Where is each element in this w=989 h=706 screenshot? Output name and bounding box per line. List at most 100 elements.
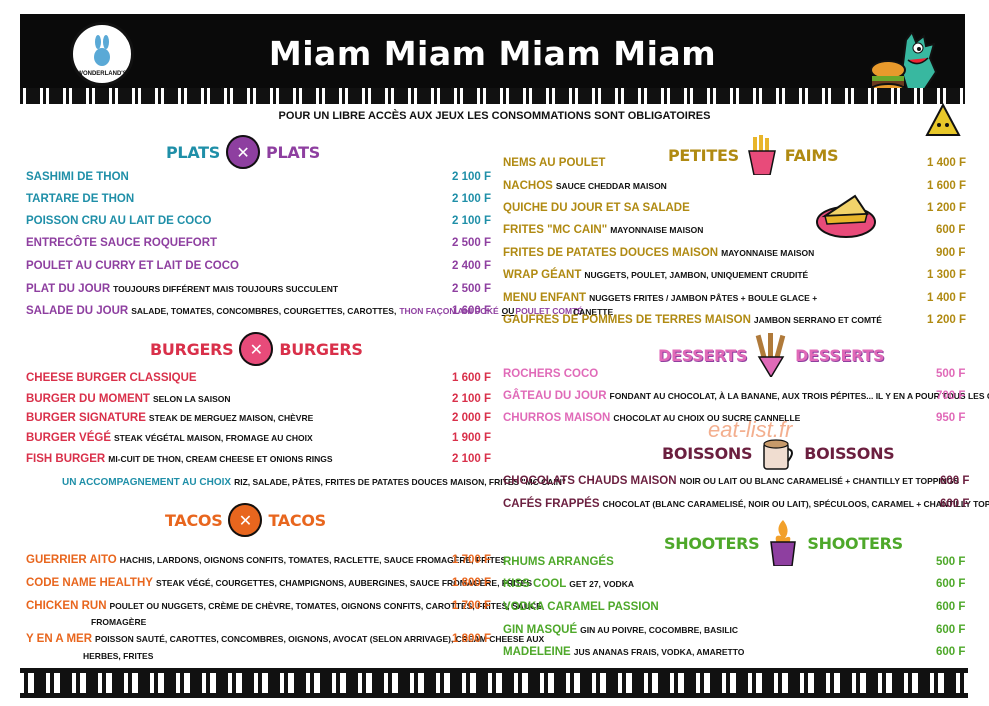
item-desc: POULET OU NUGGETS, CRÈME DE CHÈVRE, TOMA… bbox=[109, 601, 542, 611]
item-desc: STEAK VÉGÉTAL MAISON, FROMAGE AU CHOIX bbox=[114, 433, 313, 443]
item-name: FRITES "MC CAIN" bbox=[503, 224, 608, 236]
section-title-left: TACOS bbox=[165, 510, 223, 530]
list-item: QUICHE DU JOUR ET SA SALADE 1 200 F bbox=[503, 202, 966, 214]
item-name: PLAT DU JOUR bbox=[26, 283, 111, 295]
item-name: MENU ENFANT bbox=[503, 292, 587, 304]
item-desc: STEAK VÉGÉ, COURGETTES, CHAMPIGNONS, AUB… bbox=[155, 578, 533, 588]
item-price: 1 800 F bbox=[452, 633, 491, 645]
list-item: GIN MASQUÉ GIN AU POIVRE, COCOMBRE, BASIL… bbox=[503, 624, 965, 636]
item-price: 1 600 F bbox=[452, 305, 491, 317]
item-price: 500 F bbox=[936, 556, 966, 568]
section-tacos-header: TACOS ✕ TACOS bbox=[165, 503, 326, 537]
section-title-left: DESSERTS bbox=[658, 345, 748, 365]
list-item-cont: HERBES, FRITES bbox=[80, 650, 153, 662]
list-item: FISH BURGER MI-CUIT DE THON, CREAM CHEESE… bbox=[26, 453, 491, 465]
item-price: 600 F bbox=[940, 475, 970, 487]
list-item: GÂTEAU DU JOUR FONDANT AU CHOCOLAT, À LA … bbox=[503, 390, 989, 402]
logo-text: WONDERLAND'S bbox=[77, 71, 127, 77]
item-desc: TOUJOURS DIFFÉRENT MAIS TOUJOURS SUCCULE… bbox=[113, 284, 339, 294]
item-name: FISH BURGER bbox=[26, 453, 106, 465]
item-desc: NOIR OU LAIT OU BLANC CARAMELISÉ + CHANT… bbox=[679, 476, 960, 486]
item-desc: CHOCOLAT (BLANC CARAMELISÉ, NOIR OU LAIT… bbox=[602, 499, 989, 509]
item-name: RHUMS ARRANGÉS bbox=[503, 556, 614, 568]
section-title-right: BOISSONS bbox=[804, 443, 895, 463]
item-price: 600 F bbox=[936, 578, 966, 590]
item-price: 2 100 F bbox=[452, 453, 491, 465]
item-price: 1 200 F bbox=[927, 314, 966, 326]
list-item: GAUFRES DE POMMES DE TERRES MAISON JAMBON… bbox=[503, 314, 966, 326]
item-price: 1 700 F bbox=[452, 554, 491, 566]
item-desc: JUS ANANAS FRAIS, VODKA, AMARETTO bbox=[573, 647, 745, 657]
list-item: CHEESE BURGER CLASSIQUE 1 600 F bbox=[26, 372, 491, 384]
item-desc: HACHIS, LARDONS, OIGNONS CONFITS, TOMATE… bbox=[119, 555, 507, 565]
item-desc: FROMAGÈRE bbox=[91, 617, 147, 627]
item-price: 600 F bbox=[936, 601, 966, 613]
list-item-cont: FROMAGÈRE bbox=[88, 616, 146, 628]
list-item: SASHIMI DE THON 2 100 F bbox=[26, 171, 491, 183]
item-name: ENTRECÔTE SAUCE ROQUEFORT bbox=[26, 237, 218, 249]
accompaniment-note: UN ACCOMPAGNEMENT AU CHOIX RIZ, SALADE, P… bbox=[62, 476, 566, 488]
section-title-left: BOISSONS bbox=[662, 443, 753, 463]
item-price: 1 700 F bbox=[452, 600, 491, 612]
decorative-band-top bbox=[20, 88, 965, 104]
item-desc: SAUCE CHEDDAR MAISON bbox=[555, 181, 667, 191]
list-item: POULET AU CURRY ET LAIT DE COCO 2 400 F bbox=[26, 260, 491, 272]
item-price: 2 500 F bbox=[452, 237, 491, 249]
section-title-right: TACOS bbox=[268, 510, 326, 530]
section-title-right: FAIMS bbox=[784, 145, 839, 165]
item-name: POULET AU CURRY ET LAIT DE COCO bbox=[26, 260, 239, 272]
section-title-right: PLATS bbox=[266, 142, 321, 162]
list-item: MENU ENFANT NUGGETS FRITES / JAMBON PÂTES… bbox=[503, 292, 966, 304]
page-title: Miam Miam Miam Miam bbox=[268, 34, 717, 73]
item-price: 500 F bbox=[936, 368, 966, 380]
list-item: RHUMS ARRANGÉS 500 F bbox=[503, 556, 965, 568]
item-price: 1 600 F bbox=[452, 372, 491, 384]
item-name: UN ACCOMPAGNEMENT AU CHOIX bbox=[62, 477, 232, 488]
item-price: 600 F bbox=[936, 624, 966, 636]
section-title-left: BURGERS bbox=[150, 339, 234, 359]
list-item: VODKA CARAMEL PASSION 600 F bbox=[503, 601, 965, 613]
item-name: GÂTEAU DU JOUR bbox=[503, 390, 607, 402]
list-item: GUERRIER AITO HACHIS, LARDONS, OIGNONS CO… bbox=[26, 554, 506, 566]
item-name: WRAP GÉANT bbox=[503, 269, 582, 281]
list-item: CHOCOLATS CHAUDS MAISON NOIR OU LAIT OU B… bbox=[503, 475, 969, 487]
item-price: 600 F bbox=[936, 224, 966, 236]
item-price: 950 F bbox=[936, 412, 966, 424]
list-item: CODE NAME HEALTHY STEAK VÉGÉ, COURGETTES,… bbox=[26, 577, 532, 589]
item-desc: SALADE, TOMATES, CONCOMBRES, COURGETTES,… bbox=[131, 306, 397, 316]
item-price: 1 200 F bbox=[927, 202, 966, 214]
item-price: 600 F bbox=[936, 646, 966, 658]
item-name: MADELEINE bbox=[503, 646, 571, 658]
list-item-cont: CANETTE bbox=[570, 306, 613, 318]
item-price: 2 100 F bbox=[452, 215, 491, 227]
list-item: POISSON CRU AU LAIT DE COCO 2 100 F bbox=[26, 215, 491, 227]
list-item: NEMS AU POULET 1 400 F bbox=[503, 157, 966, 169]
shot-glass-icon bbox=[770, 520, 797, 566]
item-name: CAFÉS FRAPPÉS bbox=[503, 498, 600, 510]
item-name: POISSON CRU AU LAIT DE COCO bbox=[26, 215, 212, 227]
section-boissons-header: BOISSONS BOISSONS bbox=[662, 435, 895, 471]
list-item: SALADE DU JOUR SALADE, TOMATES, CONCOMBRE… bbox=[26, 305, 583, 317]
nacho-icon bbox=[925, 103, 961, 136]
notice-text: POUR UN LIBRE ACCÈS AUX JEUX LES CONSOMM… bbox=[278, 110, 711, 122]
item-name: TARTARE DE THON bbox=[26, 193, 135, 205]
item-desc: NUGGETS, POULET, JAMBON, UNIQUEMENT CRUD… bbox=[584, 270, 809, 280]
item-desc: GIN AU POIVRE, COCOMBRE, BASILIC bbox=[580, 625, 739, 635]
item-name: CHICKEN RUN bbox=[26, 600, 107, 612]
item-name: GIN MASQUÉ bbox=[503, 624, 578, 636]
section-title-left: PETITES bbox=[668, 145, 739, 165]
item-price: 1 900 F bbox=[452, 432, 491, 444]
item-name: VODKA CARAMEL PASSION bbox=[503, 601, 659, 613]
section-title-left: SHOOTERS bbox=[664, 533, 760, 553]
item-name: FRITES DE PATATES DOUCES MAISON bbox=[503, 247, 719, 259]
item-desc: MAYONNAISE MAISON bbox=[610, 225, 704, 235]
item-desc: OU bbox=[501, 306, 515, 316]
item-desc: GET 27, VODKA bbox=[569, 579, 634, 589]
item-name: CHOCOLATS CHAUDS MAISON bbox=[503, 475, 677, 487]
item-desc: JAMBON SERRANO ET COMTÉ bbox=[753, 315, 882, 325]
list-item: NACHOS SAUCE CHEDDAR MAISON 1 600 F bbox=[503, 180, 966, 192]
fork-knife-icon: ✕ bbox=[226, 135, 261, 169]
item-price: 2 000 F bbox=[452, 412, 491, 424]
fries-icon bbox=[747, 135, 776, 175]
list-item: Y EN A MER POISSON SAUTÉ, CAROTTES, CONCO… bbox=[26, 633, 544, 645]
